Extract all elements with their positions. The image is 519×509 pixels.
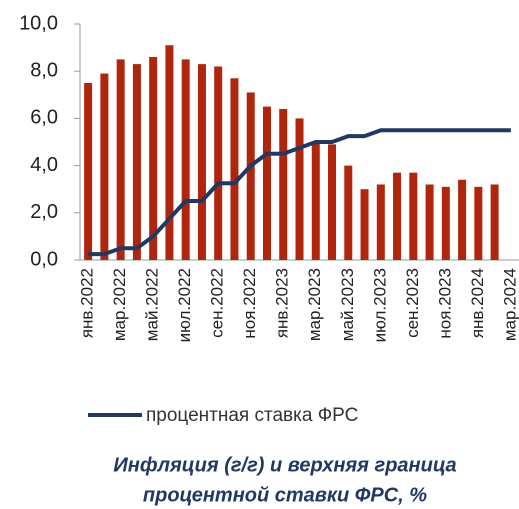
bar — [376, 184, 385, 260]
y-tick-label: 0,0 — [30, 248, 58, 270]
y-tick-label: 4,0 — [30, 154, 58, 176]
bar — [474, 186, 483, 260]
bar — [84, 83, 93, 260]
x-tick-label: янв.2022 — [78, 268, 97, 338]
x-tick-label: июл.2023 — [370, 268, 389, 342]
line — [88, 128, 511, 257]
bar — [230, 78, 239, 260]
bar — [181, 59, 190, 261]
x-tick-label: май.2023 — [338, 268, 357, 341]
x-tick-label: мар.2022 — [110, 268, 129, 341]
bar — [344, 165, 353, 260]
bar — [409, 172, 418, 260]
bar — [279, 108, 288, 261]
y-tick-label: 10,0 — [19, 12, 58, 34]
bar — [214, 66, 223, 260]
bar — [132, 64, 141, 261]
x-tick-label: мар.2023 — [305, 268, 324, 341]
x-tick-label: сен.2023 — [403, 268, 422, 338]
bar — [360, 189, 369, 260]
bar — [100, 73, 109, 260]
bar — [441, 186, 450, 260]
y-tick-label: 6,0 — [30, 107, 58, 129]
bar — [490, 184, 499, 260]
bar — [197, 64, 206, 261]
x-tick-label: сен.2022 — [208, 268, 227, 338]
x-tick-label: мар.2024 — [500, 268, 519, 341]
bar — [328, 144, 337, 260]
chart-title: процентной ставки ФРС, % — [143, 484, 427, 506]
y-tick-label: 2,0 — [30, 201, 58, 223]
bar — [149, 57, 158, 260]
x-tick-label: янв.2024 — [468, 268, 487, 338]
bar — [458, 179, 467, 260]
chart-title: Инфляция (г/г) и верхняя граница — [113, 454, 456, 476]
x-tick-label: июл.2022 — [175, 268, 194, 342]
x-tick-label: янв.2023 — [273, 268, 292, 338]
x-tick-label: май.2022 — [143, 268, 162, 341]
bar — [246, 92, 255, 260]
y-tick-label: 8,0 — [30, 59, 58, 81]
bar — [165, 45, 174, 260]
bar — [311, 142, 320, 260]
bar — [262, 106, 271, 260]
legend-label: процентная ставка ФРС — [146, 405, 358, 426]
bar — [295, 118, 304, 261]
x-tick-label: ноя.2023 — [435, 268, 454, 339]
bar — [425, 184, 434, 260]
bar — [393, 172, 402, 260]
bar — [116, 59, 125, 261]
x-tick-label: ноя.2022 — [240, 268, 259, 339]
